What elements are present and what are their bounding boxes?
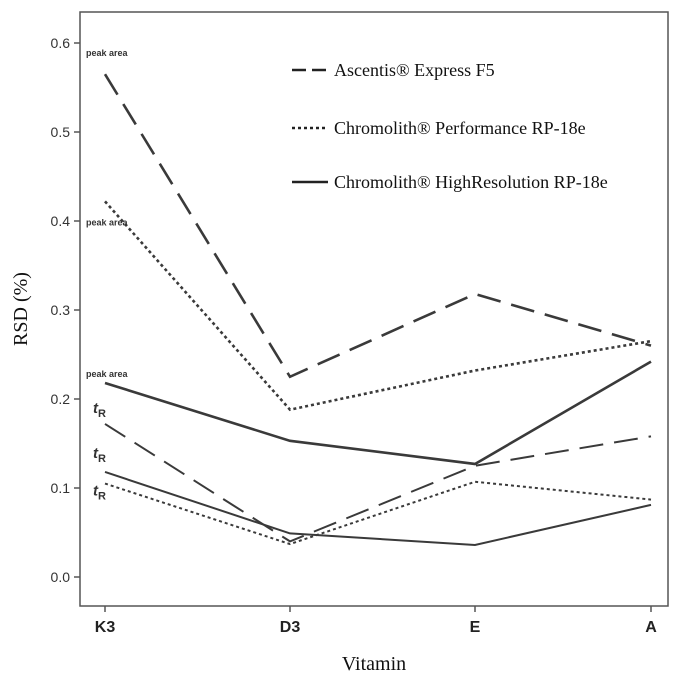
- tr-label: tR: [93, 483, 106, 503]
- y-tick-label: 0.4: [51, 213, 71, 229]
- peak-area-label: peak area: [86, 48, 129, 58]
- series-layer: [103, 73, 652, 546]
- y-tick-label: 0.6: [51, 35, 71, 51]
- x-axis-title: Vitamin: [342, 653, 406, 675]
- y-tick-label: 0.1: [51, 480, 71, 496]
- tr-label: tR: [93, 400, 106, 420]
- legend-label: Chromolith® Performance RP-18e: [334, 118, 586, 138]
- x-tick-label: D3: [280, 619, 301, 636]
- plot-border: [79, 11, 669, 607]
- x-tick-label: E: [470, 619, 481, 636]
- y-tick-label: 0.5: [51, 124, 71, 140]
- legend-label: Chromolith® HighResolution RP-18e: [334, 172, 608, 192]
- series-line-3: [104, 423, 652, 543]
- x-axis-ticks: K3 D3 E A: [95, 606, 657, 636]
- y-tick-label: 0.2: [51, 391, 71, 407]
- plot-frame: [79, 11, 669, 607]
- y-tick-label: 0.0: [51, 569, 71, 585]
- peak-area-label: peak area: [86, 369, 129, 379]
- annotation-layer: peak area peak area peak area tR tR tR: [86, 48, 129, 502]
- legend-label: Ascentis® Express F5: [334, 60, 495, 80]
- x-tick-label: K3: [95, 619, 116, 636]
- series-line-5: [104, 471, 652, 546]
- y-tick-label: 0.3: [51, 302, 71, 318]
- x-tick-label: A: [645, 619, 657, 636]
- y-axis-ticks: 0.0 0.1 0.2 0.3 0.4 0.5 0.6: [51, 35, 80, 585]
- peak-area-label: peak area: [86, 217, 129, 227]
- tr-label: tR: [93, 445, 106, 465]
- series-line-0: [103, 73, 652, 379]
- series-line-2: [104, 360, 652, 466]
- y-axis-title: RSD (%): [10, 272, 32, 346]
- series-line-4: [104, 480, 652, 546]
- series-line-1: [104, 200, 652, 412]
- legend: Ascentis® Express F5 Chromolith® Performa…: [292, 60, 608, 192]
